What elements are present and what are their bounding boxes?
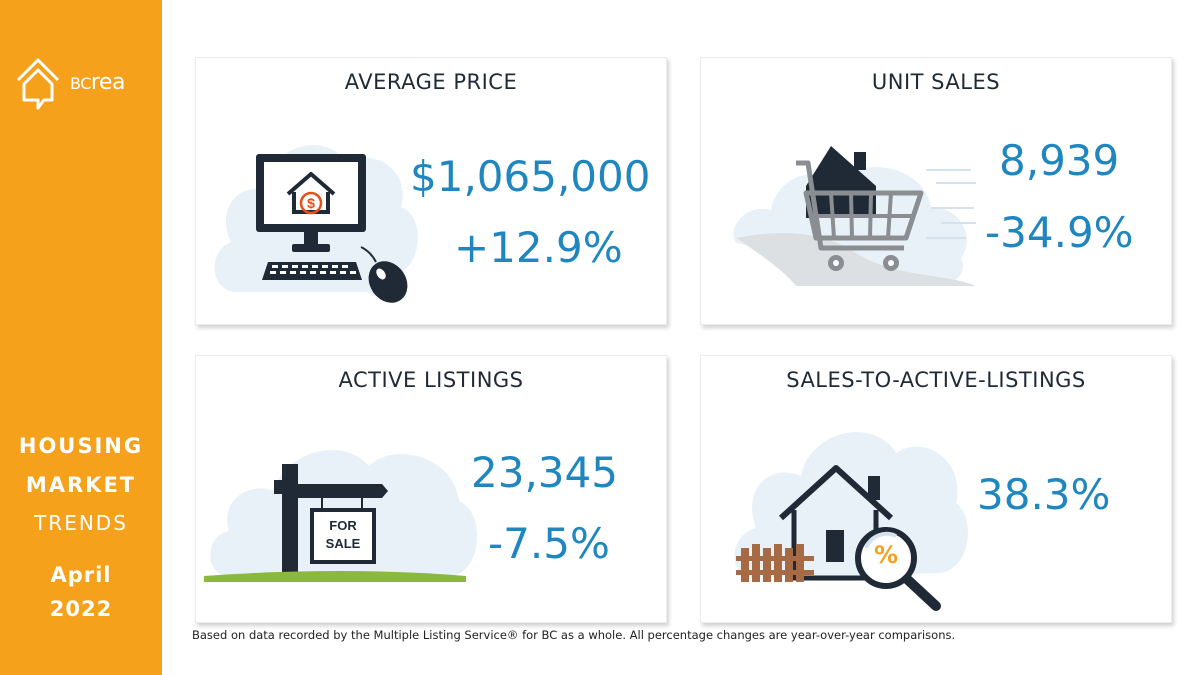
sidebar-year: 2022	[49, 597, 113, 621]
logo-rea: rea	[90, 70, 126, 95]
sign-text-for: FOR	[329, 518, 357, 533]
average-price-value: $1,065,000	[410, 152, 651, 201]
sidebar: BCrea HOUSING MARKET TRENDS April 2022	[0, 0, 162, 675]
logo-wordmark: BCrea	[70, 70, 125, 95]
computer-house-icon: $	[214, 145, 418, 303]
shopping-cart-house-icon	[733, 146, 976, 286]
sign-text-sale: SALE	[325, 536, 361, 551]
unit-sales-value: 8,939	[999, 136, 1120, 185]
card-title: SALES-TO-ACTIVE-LISTINGS	[786, 368, 1086, 392]
sidebar-title-market: MARKET	[25, 473, 137, 497]
sales-to-active-value: 38.3%	[977, 470, 1111, 519]
unit-sales-change: -34.9%	[985, 208, 1134, 257]
card-title: UNIT SALES	[871, 70, 1001, 94]
average-price-card: AVERAGE PRICE $ $1,065,000 +12.9%	[195, 57, 667, 325]
sidebar-title-housing: HOUSING	[18, 434, 144, 458]
sales-to-active-listings-card: SALES-TO-ACTIVE-LISTINGS % 38.3%	[700, 355, 1172, 623]
active-listings-card: ACTIVE LISTINGS FOR SALE 23,345 -7.5%	[195, 355, 667, 623]
logo-bc: BC	[70, 74, 91, 93]
percent-symbol: %	[873, 541, 899, 569]
unit-sales-card: UNIT SALES 8,939 -34.9%	[700, 57, 1172, 325]
sidebar-title-trends: TRENDS	[34, 511, 128, 535]
average-price-change: +12.9%	[454, 223, 623, 272]
active-listings-value: 23,345	[471, 448, 618, 497]
footnote: Based on data recorded by the Multiple L…	[192, 628, 956, 642]
sidebar-month: April	[50, 563, 112, 587]
active-listings-change: -7.5%	[488, 519, 610, 568]
card-title: AVERAGE PRICE	[344, 70, 518, 94]
house-magnifier-icon	[734, 432, 968, 611]
bcrea-logo-icon	[16, 58, 60, 110]
card-title: ACTIVE LISTINGS	[338, 368, 524, 392]
for-sale-sign-icon	[204, 450, 478, 582]
svg-text:$: $	[307, 195, 315, 211]
